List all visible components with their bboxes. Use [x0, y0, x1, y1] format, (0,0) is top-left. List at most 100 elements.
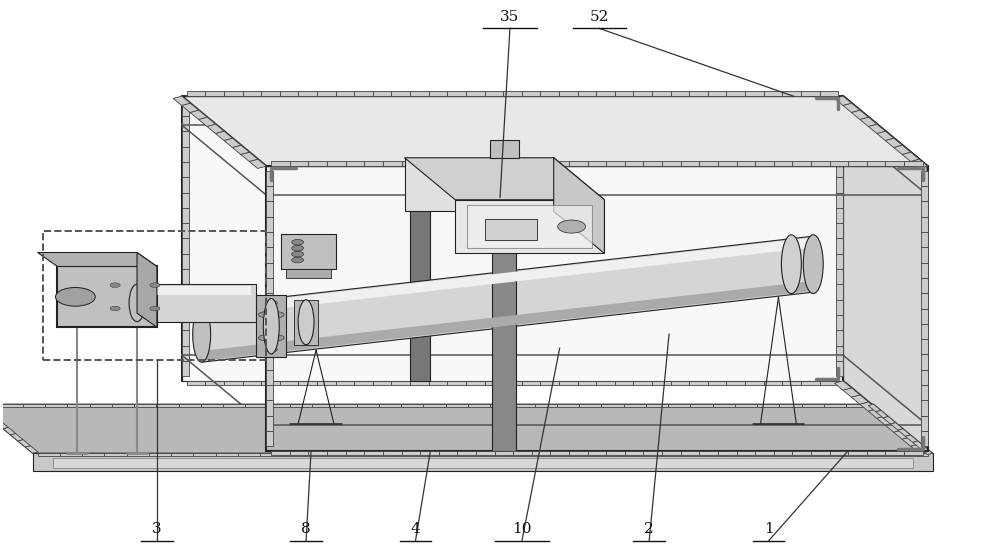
- Polygon shape: [182, 116, 189, 131]
- Polygon shape: [224, 138, 241, 148]
- Polygon shape: [921, 416, 928, 431]
- Ellipse shape: [803, 235, 823, 294]
- Polygon shape: [885, 451, 904, 455]
- Text: 35: 35: [500, 10, 520, 24]
- Polygon shape: [215, 131, 232, 141]
- Polygon shape: [737, 451, 755, 455]
- Polygon shape: [735, 404, 757, 407]
- Polygon shape: [438, 453, 460, 456]
- Polygon shape: [391, 91, 410, 96]
- Polygon shape: [308, 161, 327, 166]
- Polygon shape: [737, 161, 755, 166]
- Polygon shape: [549, 453, 572, 456]
- Polygon shape: [439, 161, 457, 166]
- Polygon shape: [578, 381, 596, 385]
- Polygon shape: [429, 91, 447, 96]
- Polygon shape: [689, 91, 708, 96]
- Polygon shape: [646, 404, 668, 407]
- Polygon shape: [705, 453, 727, 456]
- Polygon shape: [182, 315, 189, 330]
- Polygon shape: [182, 208, 189, 223]
- Circle shape: [292, 246, 304, 251]
- Polygon shape: [346, 451, 364, 455]
- Polygon shape: [681, 161, 699, 166]
- Polygon shape: [137, 253, 157, 327]
- Polygon shape: [836, 101, 843, 116]
- Polygon shape: [476, 161, 495, 166]
- Polygon shape: [429, 381, 447, 385]
- Circle shape: [150, 283, 160, 288]
- Polygon shape: [921, 232, 928, 247]
- Polygon shape: [336, 381, 354, 385]
- Polygon shape: [224, 381, 243, 385]
- Polygon shape: [836, 330, 843, 346]
- Polygon shape: [327, 453, 349, 456]
- Polygon shape: [364, 161, 383, 166]
- Text: 2: 2: [644, 522, 654, 536]
- Polygon shape: [885, 423, 902, 432]
- Polygon shape: [202, 281, 813, 361]
- Polygon shape: [836, 147, 843, 162]
- Polygon shape: [38, 453, 60, 456]
- Polygon shape: [921, 339, 928, 354]
- Polygon shape: [312, 404, 334, 407]
- Polygon shape: [201, 404, 223, 407]
- Polygon shape: [371, 453, 394, 456]
- Polygon shape: [53, 458, 913, 468]
- Polygon shape: [455, 200, 604, 253]
- Circle shape: [265, 300, 277, 306]
- Polygon shape: [868, 124, 885, 133]
- Polygon shape: [559, 91, 578, 96]
- Polygon shape: [911, 159, 928, 168]
- Polygon shape: [308, 451, 327, 455]
- Polygon shape: [843, 96, 928, 451]
- Polygon shape: [182, 361, 189, 376]
- Polygon shape: [67, 404, 90, 407]
- Polygon shape: [921, 293, 928, 309]
- Polygon shape: [569, 451, 588, 455]
- Polygon shape: [266, 324, 273, 339]
- Polygon shape: [327, 451, 346, 455]
- Polygon shape: [779, 404, 802, 407]
- Polygon shape: [416, 453, 438, 456]
- Polygon shape: [559, 381, 578, 385]
- Polygon shape: [774, 451, 792, 455]
- Polygon shape: [836, 193, 843, 208]
- Polygon shape: [824, 404, 846, 407]
- Polygon shape: [830, 451, 848, 455]
- Polygon shape: [10, 433, 23, 441]
- Polygon shape: [90, 404, 112, 407]
- Polygon shape: [683, 453, 705, 456]
- Ellipse shape: [193, 306, 211, 362]
- Polygon shape: [282, 453, 305, 456]
- Polygon shape: [662, 161, 681, 166]
- Polygon shape: [182, 346, 189, 361]
- Polygon shape: [485, 381, 503, 385]
- Polygon shape: [794, 453, 816, 456]
- Polygon shape: [902, 152, 919, 161]
- Polygon shape: [112, 404, 134, 407]
- Polygon shape: [834, 96, 852, 106]
- Polygon shape: [615, 91, 633, 96]
- Polygon shape: [876, 410, 888, 418]
- Polygon shape: [57, 266, 157, 327]
- Polygon shape: [921, 431, 928, 446]
- Polygon shape: [782, 381, 801, 385]
- Polygon shape: [867, 161, 885, 166]
- Polygon shape: [256, 295, 286, 357]
- Polygon shape: [527, 453, 549, 456]
- Polygon shape: [0, 404, 933, 453]
- Polygon shape: [848, 161, 867, 166]
- Polygon shape: [811, 451, 830, 455]
- Polygon shape: [745, 91, 764, 96]
- Circle shape: [110, 306, 120, 311]
- Polygon shape: [588, 161, 606, 166]
- Polygon shape: [513, 451, 532, 455]
- Polygon shape: [468, 404, 490, 407]
- Polygon shape: [820, 381, 838, 385]
- Polygon shape: [550, 161, 569, 166]
- Polygon shape: [485, 219, 537, 240]
- Polygon shape: [921, 324, 928, 339]
- Polygon shape: [699, 451, 718, 455]
- Polygon shape: [868, 409, 885, 418]
